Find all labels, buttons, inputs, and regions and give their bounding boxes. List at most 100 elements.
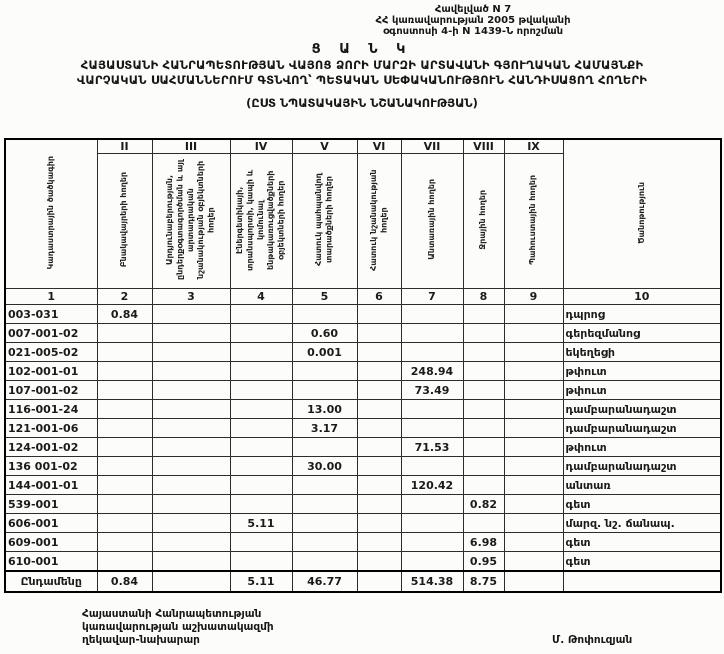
cell-col7: 248.94 [400,361,464,381]
cell-note: գետ [562,532,722,552]
cell-col3 [151,551,231,572]
cell-col5: 0.001 [291,342,358,362]
header-cadastral-code-label: Կադաստրային ծածկագիր [46,155,56,270]
cell-col8: 0.82 [462,494,505,514]
cell-col6 [356,361,402,381]
cell-col9 [503,437,564,457]
cell-col5: 0.60 [291,323,358,343]
cell-col6 [356,399,402,419]
cell-col7 [400,418,464,438]
cell-col2 [96,494,153,514]
title-subtitle: (ԸՍՏ ՆՊԱՏԱԿԱՅԻՆ ՆՇԱՆԱԿՈՒԹՅԱՆ) [246,96,478,110]
cell-col9 [503,304,564,324]
cell-col3 [151,380,231,400]
col-number: 3 [151,288,231,305]
table-row: 124-001-02 71.53 թփուտ [4,437,722,457]
cell-col6 [356,418,402,438]
cell-col8: 6.98 [462,532,505,552]
title-line: ՎԱՐՉԱԿԱՆ ՍԱՀՄԱՆՆԵՐՈՒՄ ԳՏՆՎՈՂ՝ ՊԵՏԱԿԱՆ ՍԵ… [76,73,648,87]
cell-col7 [400,304,464,324]
footer-line: կառավարության աշխատակազմի [82,621,274,633]
cell-col2 [96,361,153,381]
cell-col9 [503,513,564,533]
col-number: 8 [462,288,505,305]
cell-col8 [462,342,505,362]
header-col7-label: Անտառային հողեր [426,179,436,260]
header-col2-label: Բնակավայրերի հողեր [119,171,129,268]
cell-col5 [291,551,358,572]
cell-col2 [96,380,153,400]
header-col6: Հատուկ նշանակության հողեր [356,153,402,289]
appendix-line: ՀՀ կառավարության 2005 թվականի [375,15,571,26]
roman-numeral: IV [229,138,293,154]
cell-col4 [229,380,293,400]
col-number: 10 [562,288,722,305]
cell-code: 007-001-02 [4,323,98,343]
cell-code: 539-001 [4,494,98,514]
cell-note: գետ [562,551,722,572]
footer-line: Հայաստանի Հանրապետության [82,608,262,620]
header-col9: Պահուստային հողեր [503,153,564,289]
land-category-table: Կադաստրային ծածկագիր II III IV V VI VII … [4,138,722,593]
cell-col8 [462,323,505,343]
cell-col6 [356,513,402,533]
total-row: Ընդամենը 0.84 5.11 46.77 514.38 8.75 [4,570,722,593]
title-line: ՀԱՅԱՍՏԱՆԻ ՀԱՆՐԱՊԵՏՈՒԹՅԱՆ ՎԱՅՈՑ ՁՈՐԻ ՄԱՐԶ… [80,58,644,72]
cell-col4 [229,437,293,457]
header-col5: Հատուկ պահպանվող տարածքների հողեր [291,153,358,289]
cell-col8 [462,380,505,400]
header-col5-label: Հատուկ պահպանվող տարածքների հողեր [314,173,334,266]
roman-numeral: VII [400,138,464,154]
cell-col2 [96,532,153,552]
cell-code: 124-001-02 [4,437,98,457]
cell-col8 [462,437,505,457]
cell-col7 [400,323,464,343]
cell-note: եկեղեցի [562,342,722,362]
cell-note: անտառ [562,475,722,495]
cell-col7 [400,494,464,514]
cell-col9 [503,380,564,400]
cell-col6 [356,323,402,343]
col-number: 7 [400,288,464,305]
cell-col5 [291,475,358,495]
header-col7: Անտառային հողեր [400,153,464,289]
cell-col6 [356,437,402,457]
signature-name: Մ. Թոփուզյան [552,634,633,646]
cell-col2 [96,418,153,438]
cell-col7 [400,551,464,572]
cell-col3 [151,361,231,381]
cell-col2 [96,437,153,457]
table-row: 003-031 0.84 դպրոց [4,304,722,324]
total-col4: 5.11 [229,570,293,593]
header-notes-label: Ծանոթություն [636,181,646,244]
cell-col5: 13.00 [291,399,358,419]
cell-col7 [400,532,464,552]
cell-col2 [96,551,153,572]
cell-col5 [291,494,358,514]
cell-col3 [151,437,231,457]
cell-col4 [229,475,293,495]
total-col6 [356,570,402,593]
col-number: 6 [356,288,402,305]
cell-col5 [291,532,358,552]
col-number: 4 [229,288,293,305]
cell-col9 [503,361,564,381]
total-note [562,570,722,593]
cell-col3 [151,399,231,419]
header-notes: Ծանոթություն [562,138,722,289]
table-row: 102-001-01 248.94 թփուտ [4,361,722,381]
cell-code: 144-001-01 [4,475,98,495]
roman-numeral: VIII [462,138,505,154]
cell-code: 136 001-02 [4,456,98,476]
cell-col6 [356,475,402,495]
roman-numeral: II [96,138,153,154]
cell-col7: 73.49 [400,380,464,400]
cell-col3 [151,494,231,514]
cell-code: 610-001 [4,551,98,572]
cell-col9 [503,494,564,514]
table-row: 610-001 0.95 գետ [4,551,722,572]
cell-col9 [503,342,564,362]
total-label: Ընդամենը [4,570,98,593]
footer-line: ղեկավար-նախարար [82,634,200,646]
